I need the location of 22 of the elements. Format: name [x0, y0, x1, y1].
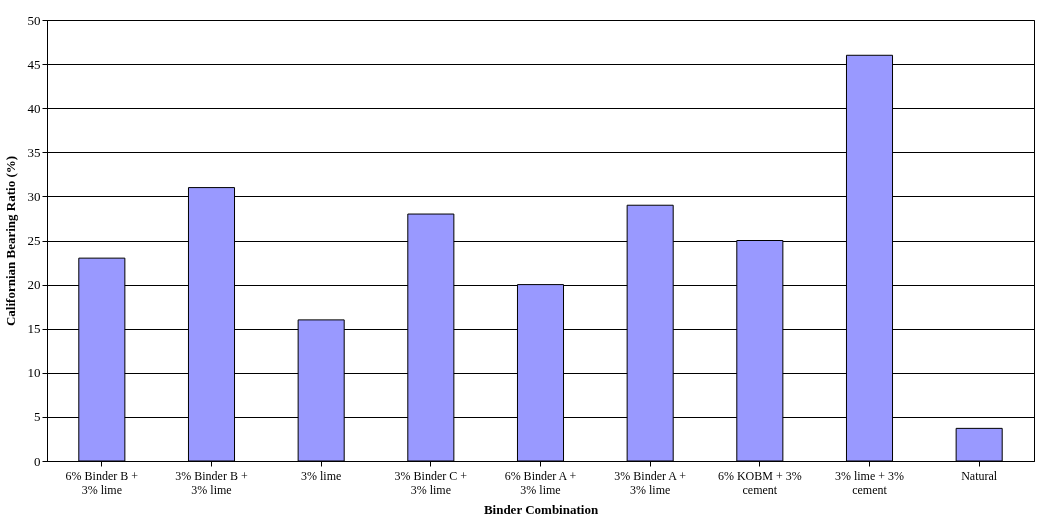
y-tick-label: 5 [34, 409, 41, 425]
y-tick-label: 35 [27, 144, 41, 160]
x-tick-label: 6% KOBM + 3% cement [717, 468, 802, 497]
x-tick-label: Natural [961, 468, 998, 483]
y-axis-title: Californian Bearing Ratio (%) [2, 155, 18, 327]
y-tick-label: 50 [27, 12, 41, 28]
x-tick-label: 3% Binder A + 3% lime [614, 468, 687, 497]
x-axis-title: Binder Combination [483, 501, 599, 517]
y-tick-label: 30 [27, 188, 41, 204]
x-tick-label: 3% lime + 3% cement [834, 468, 905, 497]
x-tick-label: 6% Binder A + 3% lime [504, 468, 577, 497]
y-tick-label: 10 [27, 365, 41, 381]
y-tick-label: 20 [27, 277, 41, 293]
x-tick-label: 3% Binder C + 3% lime [394, 468, 468, 497]
y-tick-label: 15 [27, 321, 41, 337]
x-tick-label: 3% lime [301, 468, 342, 483]
y-tick-label: 25 [27, 233, 41, 248]
x-tick-label: 6% Binder B + 3% lime [65, 468, 139, 497]
y-tick-label: 40 [27, 100, 41, 116]
y-tick-label: 0 [34, 453, 41, 469]
y-tick-label: 45 [27, 56, 41, 72]
x-tick-label: 3% Binder B + 3% lime [175, 468, 248, 497]
